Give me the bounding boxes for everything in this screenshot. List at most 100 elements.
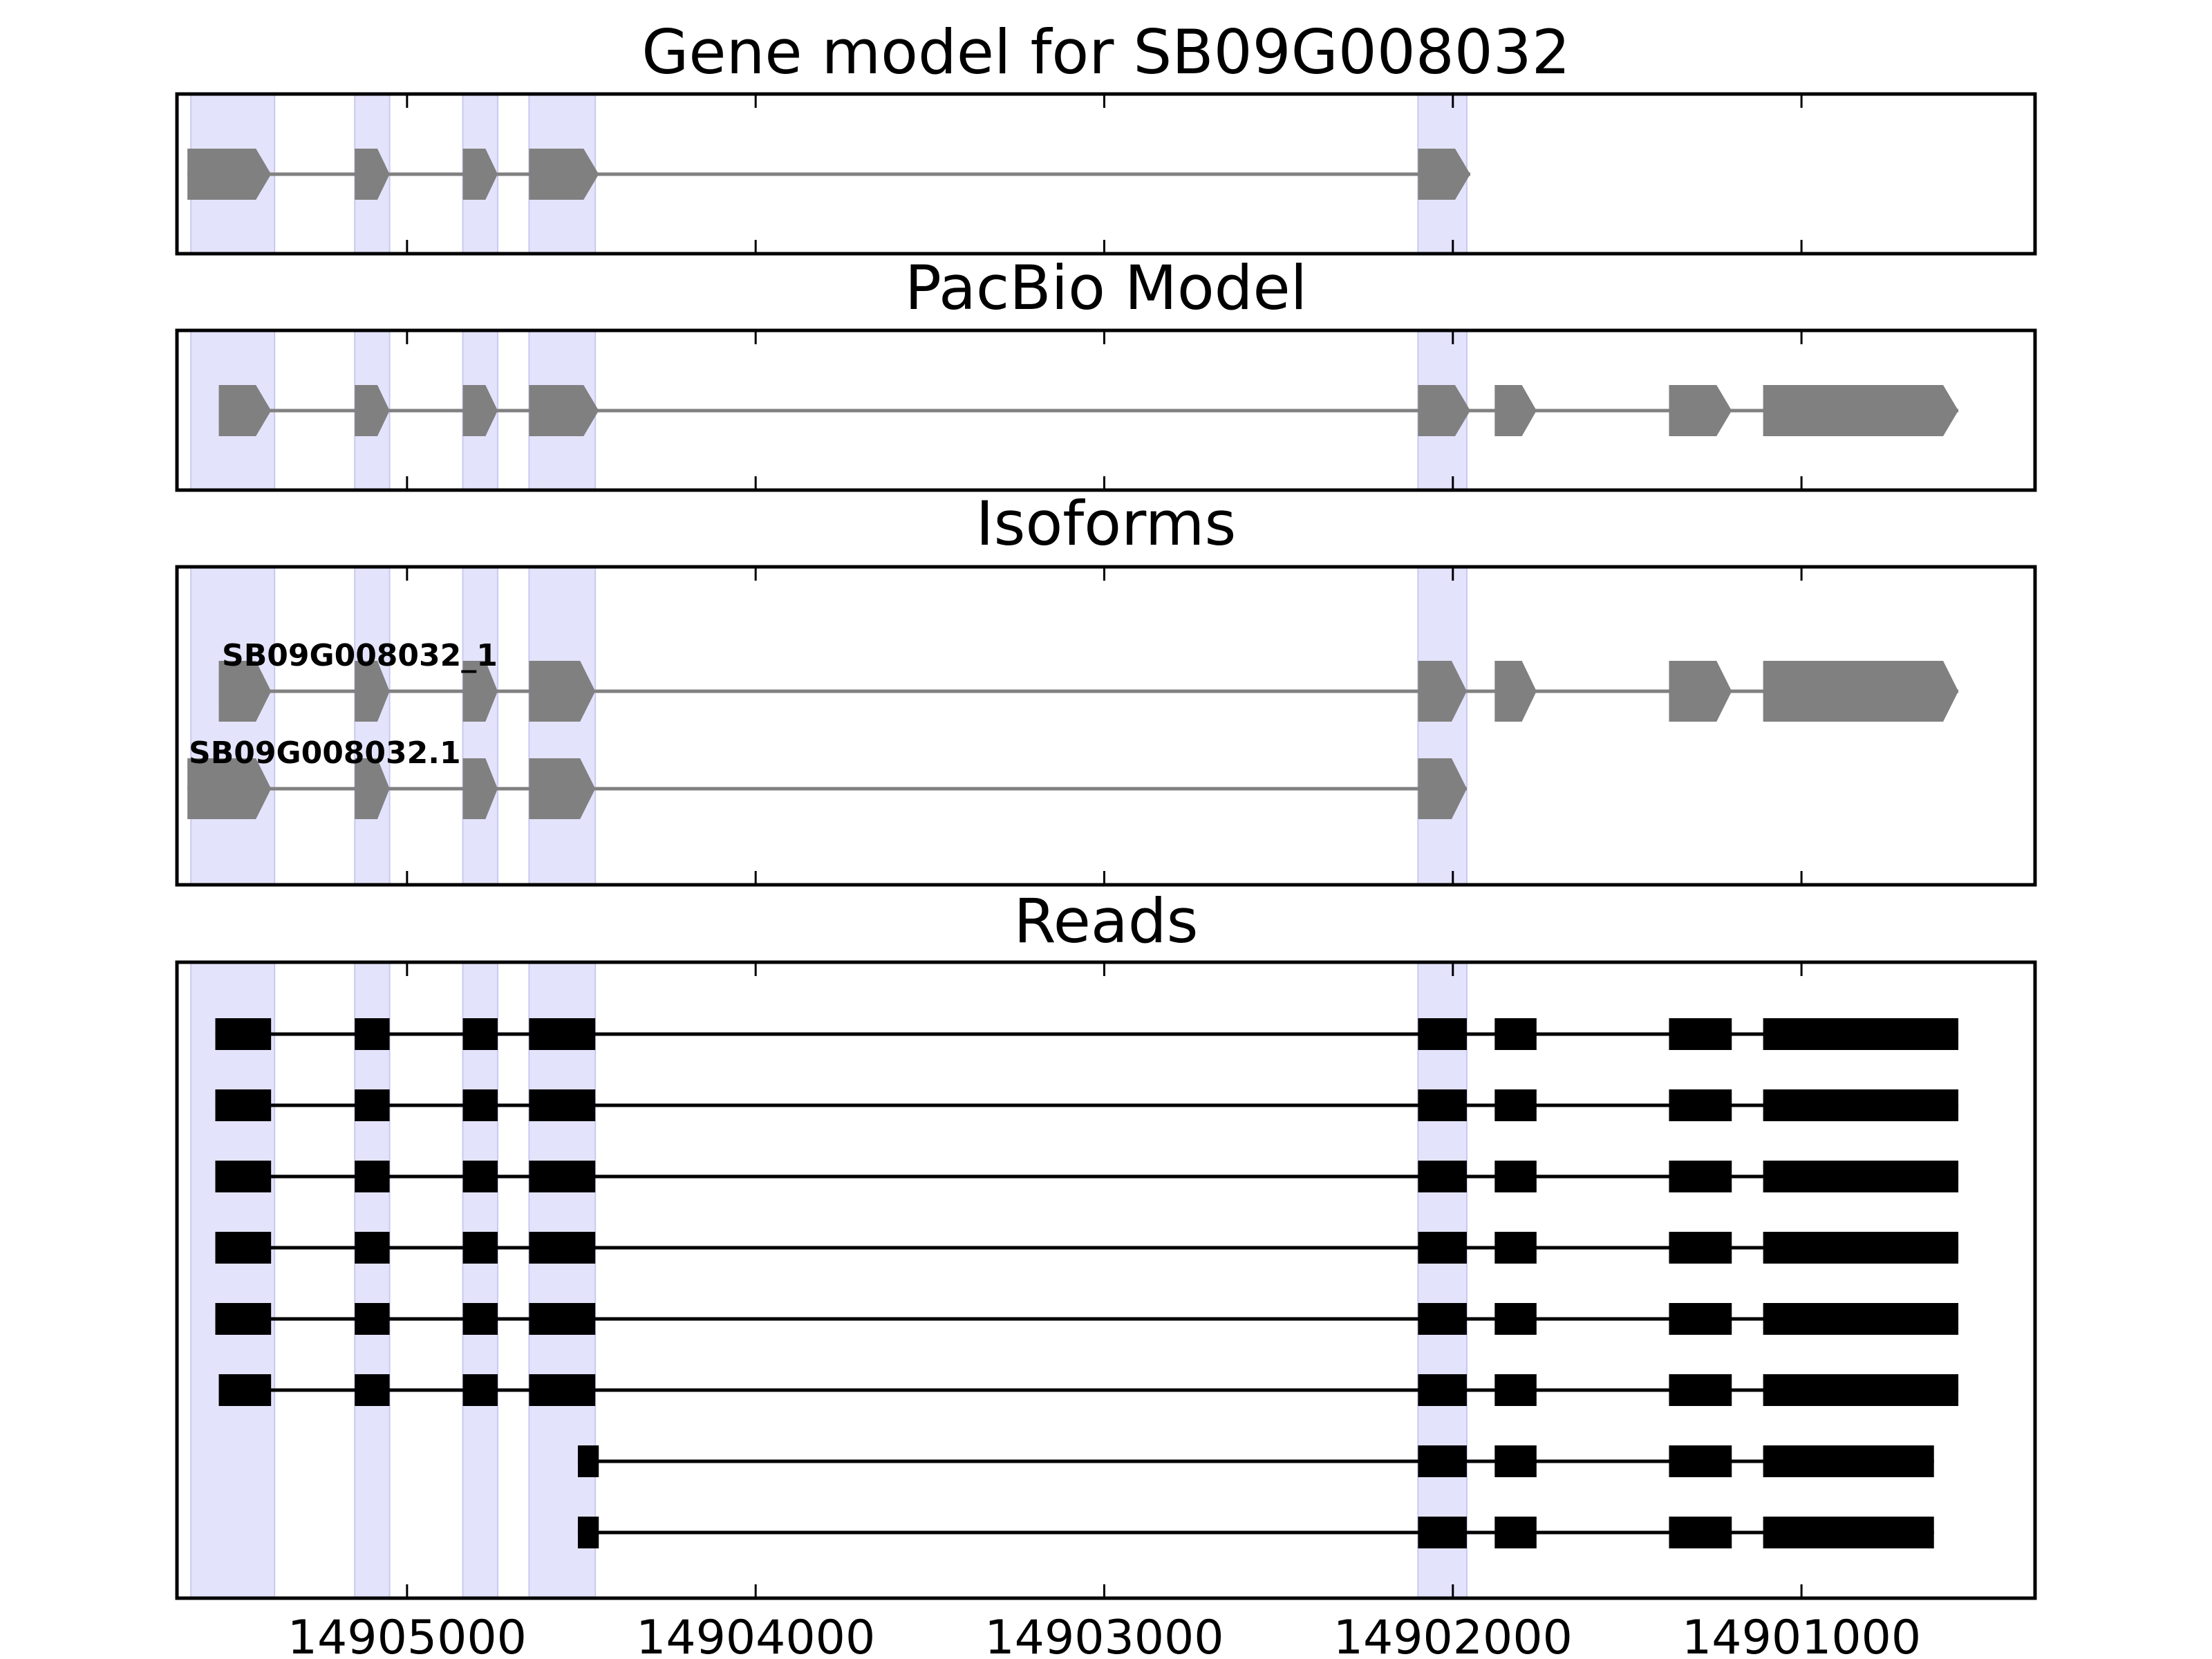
read-exon-block [529,1374,596,1406]
read-exon-block [1418,1161,1467,1192]
isoform-tracks [187,661,1959,819]
exon-block [529,758,596,819]
read-exon-block [462,1018,498,1050]
exon-highlight-band [1417,566,1468,885]
read-exon-block [462,1089,498,1121]
panel-frame [175,565,2037,887]
read-exon-block [1669,1445,1732,1477]
read-exon-block [1494,1374,1537,1406]
panel-title-reads: Reads [1014,885,1199,957]
panel-title-gene-model: Gene model for SB09G008032 [641,17,1571,88]
read-exon-block [1669,1232,1732,1264]
read-exon-block [1763,1161,1959,1192]
read-exon-block [1763,1089,1959,1121]
x-tick-label: 14905000 [288,1611,527,1659]
read-exon-block [1763,1303,1959,1335]
isoform-label: SB09G008032.1 [189,735,461,771]
panel-title-pacbio-model: PacBio Model [905,252,1307,324]
read-exon-block [218,1374,272,1406]
read-exon-block [1494,1089,1537,1121]
exon-block [1494,385,1537,436]
read-exon-block [1418,1018,1467,1050]
read-exon-block [1418,1374,1467,1406]
exon-block [355,385,390,436]
reads-panel: Reads 14905000 14904000 14903000 14902000 14… [175,885,2037,1659]
exon-block [355,758,390,819]
exon-highlights [190,566,1468,885]
read-exon-block [1669,1517,1732,1548]
exon-block [187,149,272,200]
panel-frame [175,328,2037,492]
exon-highlight-band [462,962,498,1599]
read-exon-block [529,1232,596,1264]
read-exon-block [1418,1303,1467,1335]
read-exon-block [355,1232,390,1264]
exon-block [1494,661,1537,722]
exon-highlight-band [528,566,597,885]
read-exon-block [215,1018,272,1050]
exon-block [1763,661,1959,722]
read-exon-block [1494,1161,1537,1192]
exon-highlight-band [1417,962,1468,1599]
read-exon-block [215,1303,272,1335]
read-exon-block [1763,1018,1959,1050]
read-exon-block [1669,1303,1732,1335]
read-exon-block [1418,1232,1467,1264]
read-exon-block [1494,1018,1537,1050]
read-exon-block [355,1374,390,1406]
gene-model-panel: Gene model for SB09G008032 [175,17,2037,256]
panel-frame [175,960,2037,1600]
exon-block [1418,661,1467,722]
exon-block [1418,149,1471,200]
exon-block [1669,661,1732,722]
read-exon-block [1763,1445,1934,1477]
exon-block [1418,758,1467,819]
isoforms-panel: Isoforms SB09G008032_1 SB09G008032.1 [175,488,2037,887]
panel-axis-ticks [406,330,1803,490]
exon-highlight-band [462,566,498,885]
panel-axis-ticks [406,962,1803,1598]
exon-block [218,661,272,722]
exon-highlight-band [354,566,391,885]
exon-block [1763,385,1959,436]
read-exon-block [462,1232,498,1264]
pacbio-model-panel: PacBio Model [175,252,2037,492]
exon-highlight-band [354,962,391,1599]
isoform-label: SB09G008032_1 [222,638,498,673]
read-exon-block [529,1018,596,1050]
exon-highlight-band [528,962,597,1599]
read-exon-block [577,1445,599,1477]
read-tracks [215,1018,1959,1548]
exon-block [1418,385,1471,436]
read-exon-block [355,1303,390,1335]
read-exon-block [355,1089,390,1121]
exon-block [355,149,390,200]
exon-block [529,661,596,722]
read-exon-block [462,1303,498,1335]
exon-block [187,758,272,819]
exon-highlights [190,962,1468,1599]
read-exon-block [529,1089,596,1121]
read-exon-block [462,1374,498,1406]
exon-block [529,149,599,200]
read-exon-block [1418,1089,1467,1121]
exon-block [218,385,272,436]
read-exon-block [1418,1517,1467,1548]
exon-block [355,661,390,722]
read-exon-block [1418,1445,1467,1477]
read-exon-block [1763,1374,1959,1406]
exon-block [462,385,498,436]
panel-axis-ticks [406,567,1803,885]
exon-highlight-band [190,962,276,1599]
read-exon-block [1494,1232,1537,1264]
exon-block [462,661,498,722]
read-exon-block [1494,1517,1537,1548]
read-exon-block [1669,1089,1732,1121]
read-exon-block [215,1161,272,1192]
read-exon-block [1669,1018,1732,1050]
panel-title-isoforms: Isoforms [976,488,1237,559]
read-exon-block [577,1517,599,1548]
x-tick-label: 14904000 [636,1611,875,1659]
read-exon-block [1763,1232,1959,1264]
read-exon-block [1669,1374,1732,1406]
